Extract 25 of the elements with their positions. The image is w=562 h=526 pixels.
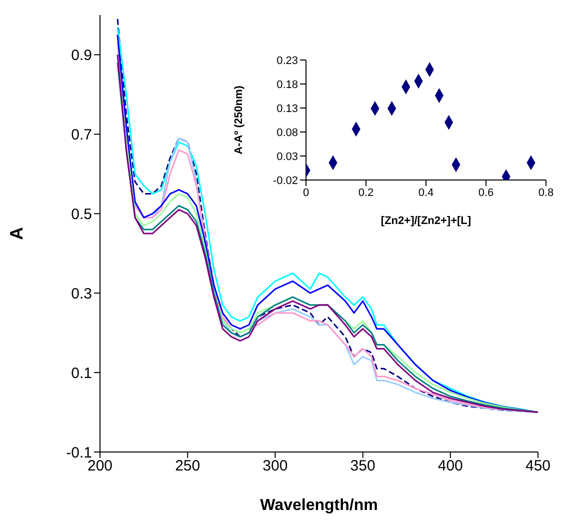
x-axis-title: [Zn2+]/[Zn2+]+[L] [380, 215, 472, 227]
x-tick-label: 300 [262, 458, 288, 475]
x-tick-label: 0.8 [538, 186, 554, 199]
x-tick-label: 0.2 [358, 186, 374, 199]
y-tick-label: 0.9 [71, 47, 92, 64]
y-axis-title: A [6, 227, 26, 240]
y-tick-label: 0.18 [276, 78, 298, 91]
x-tick-label: 350 [350, 458, 376, 475]
x-tick-label: 0.4 [418, 186, 434, 199]
x-tick-label: 400 [438, 458, 463, 475]
y-tick-label: 0.1 [71, 364, 92, 382]
x-axis-title: Wavelength/nm [260, 497, 378, 514]
x-tick-label: 0 [302, 186, 310, 199]
y-tick-label: 0.23 [276, 54, 298, 67]
y-tick-label: 0.08 [276, 126, 298, 139]
x-tick-label: 450 [525, 458, 551, 475]
x-tick-label: 0.6 [478, 186, 494, 199]
y-tick-label: 0.3 [71, 285, 92, 302]
y-tick-label: 0.03 [276, 150, 298, 163]
y-axis-title: A-Aº (250nm) [232, 85, 245, 154]
y-tick-label: 0.13 [276, 102, 298, 115]
x-tick-label: 250 [175, 458, 200, 475]
y-tick-label: 0.5 [71, 206, 92, 223]
y-tick-label: -0.02 [272, 174, 298, 187]
y-tick-label: 0.7 [71, 126, 92, 144]
